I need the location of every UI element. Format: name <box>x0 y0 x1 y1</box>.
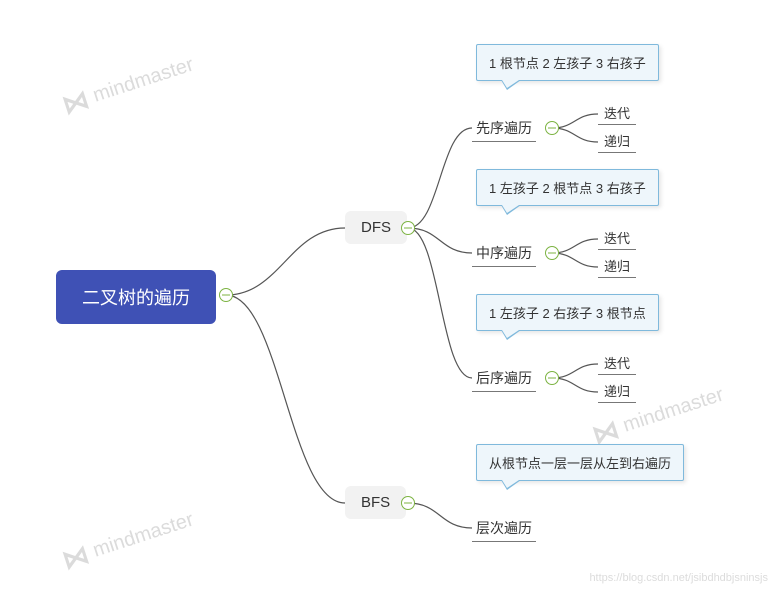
root-label: 二叉树的遍历 <box>82 288 190 308</box>
level-label: 层次遍历 <box>476 520 532 536</box>
postorder-note: 1 左孩子 2 右孩子 3 根节点 <box>476 294 659 331</box>
inorder-note: 1 左孩子 2 根节点 3 右孩子 <box>476 169 659 206</box>
preorder-node[interactable]: 先序遍历 <box>472 116 536 142</box>
postorder-node[interactable]: 后序遍历 <box>472 366 536 392</box>
collapse-toggle[interactable] <box>401 221 415 235</box>
footer-watermark: https://blog.csdn.net/jsibdhdbjsninsjs <box>589 572 768 584</box>
collapse-toggle[interactable] <box>401 496 415 510</box>
collapse-toggle[interactable] <box>545 121 559 135</box>
preorder-iter[interactable]: 迭代 <box>598 102 636 125</box>
level-node[interactable]: 层次遍历 <box>472 516 536 542</box>
preorder-rec[interactable]: 递归 <box>598 130 636 153</box>
dfs-label: DFS <box>361 219 391 236</box>
root-node[interactable]: 二叉树的遍历 <box>56 270 216 324</box>
bfs-node[interactable]: BFS <box>345 486 406 519</box>
collapse-toggle[interactable] <box>219 288 233 302</box>
bfs-label: BFS <box>361 494 390 511</box>
collapse-toggle[interactable] <box>545 371 559 385</box>
watermark-text: mindmaster <box>90 53 196 107</box>
preorder-note: 1 根节点 2 左孩子 3 右孩子 <box>476 44 659 81</box>
watermark: ⋈ mindmaster <box>59 505 198 577</box>
watermark: ⋈ mindmaster <box>59 50 198 122</box>
inorder-rec[interactable]: 递归 <box>598 255 636 278</box>
postorder-rec[interactable]: 递归 <box>598 380 636 403</box>
collapse-toggle[interactable] <box>545 246 559 260</box>
mindmap-canvas: ⋈ mindmaster ⋈ mindmaster ⋈ mindmaster <box>0 0 778 590</box>
inorder-node[interactable]: 中序遍历 <box>472 241 536 267</box>
dfs-node[interactable]: DFS <box>345 211 407 244</box>
postorder-label: 后序遍历 <box>476 370 532 386</box>
level-note: 从根节点一层一层从左到右遍历 <box>476 444 684 481</box>
preorder-label: 先序遍历 <box>476 120 532 136</box>
inorder-label: 中序遍历 <box>476 245 532 261</box>
inorder-iter[interactable]: 迭代 <box>598 227 636 250</box>
postorder-iter[interactable]: 迭代 <box>598 352 636 375</box>
watermark-icon: ⋈ <box>59 539 93 577</box>
watermark-icon: ⋈ <box>59 84 93 122</box>
watermark-text: mindmaster <box>620 383 726 437</box>
watermark-text: mindmaster <box>90 508 196 562</box>
